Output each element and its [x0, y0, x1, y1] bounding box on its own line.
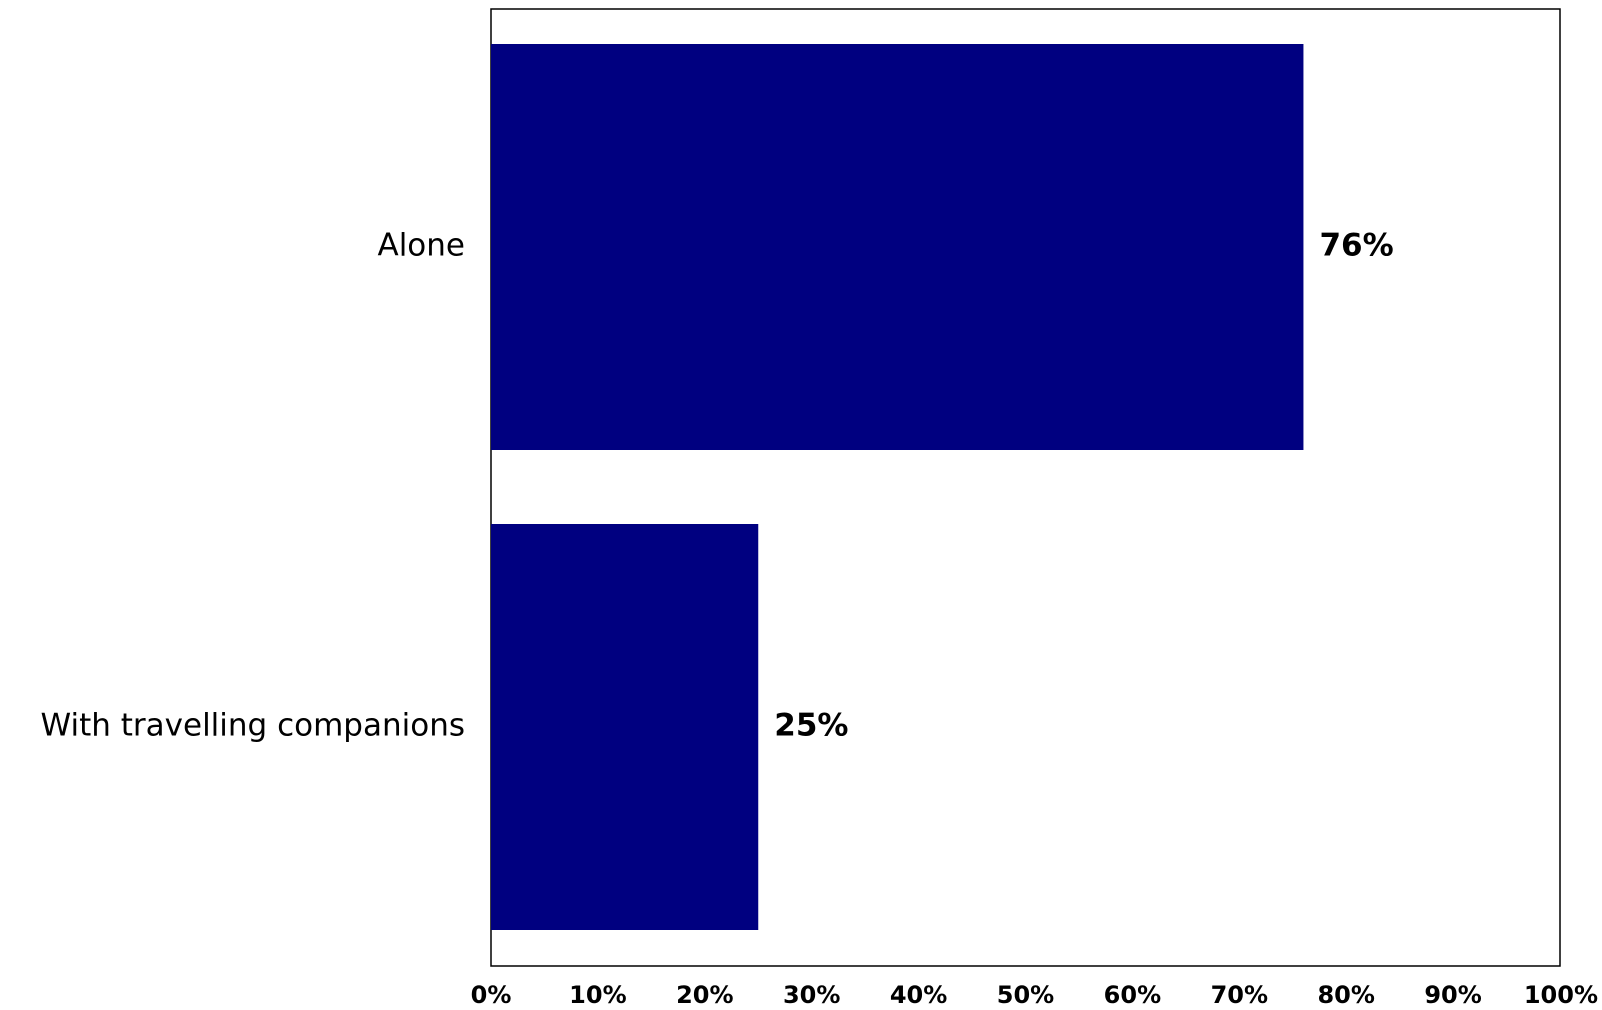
x-tick-label-4: 40% — [890, 981, 947, 1009]
x-tick-label-6: 60% — [1104, 981, 1161, 1009]
x-tick-label-2: 20% — [676, 981, 733, 1009]
data-label-0: 76% — [1319, 228, 1393, 264]
x-tick-label-0: 0% — [471, 981, 512, 1009]
bar-0 — [491, 44, 1304, 450]
x-tick-label-8: 80% — [1317, 981, 1374, 1009]
bars-group — [491, 44, 1304, 930]
category-label-1: With travelling companions — [41, 708, 465, 744]
x-tick-label-9: 90% — [1424, 981, 1481, 1009]
category-labels: Alone With travelling companions — [41, 228, 465, 744]
x-tick-label-1: 10% — [569, 981, 626, 1009]
x-tick-label-5: 50% — [997, 981, 1054, 1009]
x-tick-label-10: 100% — [1524, 981, 1598, 1009]
data-label-1: 25% — [774, 708, 848, 744]
category-label-0: Alone — [377, 228, 465, 264]
x-tick-label-3: 30% — [783, 981, 840, 1009]
data-labels-group: 76% 25% — [774, 228, 1393, 744]
x-axis-tick-labels: 0% 10% 20% 30% 40% 50% 60% 70% 80% 90% 100% — [471, 981, 1598, 1009]
x-tick-label-7: 70% — [1211, 981, 1268, 1009]
bar-1 — [491, 524, 759, 930]
